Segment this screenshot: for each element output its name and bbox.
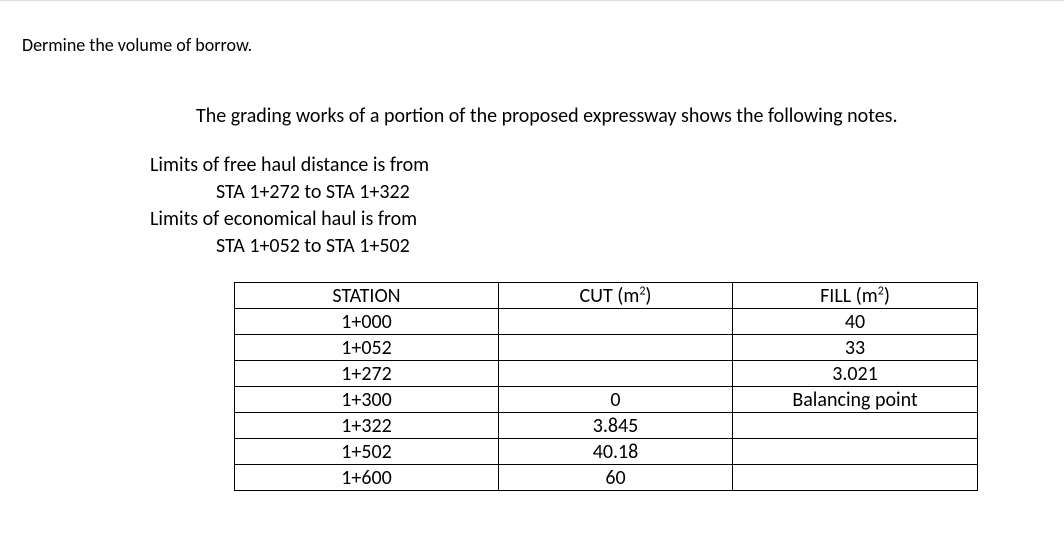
- table-row: 1+300 0 Balancing point: [235, 387, 978, 413]
- economical-haul-range: STA 1+052 to STA 1+502: [216, 233, 429, 260]
- haul-limits-block: Limits of free haul distance is from STA…: [150, 152, 429, 260]
- header-station: STATION: [235, 283, 499, 309]
- header-cut: CUT (m2): [499, 283, 733, 309]
- cell-fill: [733, 439, 978, 465]
- cell-station: 1+300: [235, 387, 499, 413]
- cell-fill: 3.021: [733, 361, 978, 387]
- cell-station: 1+000: [235, 309, 499, 335]
- cell-fill: 40: [733, 309, 978, 335]
- cell-cut: 40.18: [499, 439, 733, 465]
- header-fill-prefix: FILL (m: [820, 284, 878, 308]
- table-row: 1+502 40.18: [235, 439, 978, 465]
- grading-table: STATION CUT (m2) FILL (m2) 1+000 40 1+05…: [234, 282, 978, 491]
- page: Dermine the volume of borrow. The gradin…: [0, 0, 1064, 548]
- page-rule-top: [0, 0, 1064, 1]
- cell-station: 1+322: [235, 413, 499, 439]
- free-haul-range: STA 1+272 to STA 1+322: [216, 179, 429, 206]
- free-haul-label: Limits of free haul distance is from: [150, 152, 429, 179]
- cell-fill: Balancing point: [733, 387, 978, 413]
- cell-station: 1+272: [235, 361, 499, 387]
- cell-cut: [499, 335, 733, 361]
- cell-fill: [733, 465, 978, 491]
- economical-haul-label: Limits of economical haul is from: [150, 206, 429, 233]
- header-fill-suffix: ): [884, 284, 890, 308]
- cell-cut: [499, 361, 733, 387]
- table-row: 1+272 3.021: [235, 361, 978, 387]
- grading-table-wrap: STATION CUT (m2) FILL (m2) 1+000 40 1+05…: [234, 282, 978, 491]
- cell-fill: 33: [733, 335, 978, 361]
- table-row: 1+052 33: [235, 335, 978, 361]
- cell-station: 1+052: [235, 335, 499, 361]
- cell-cut: [499, 309, 733, 335]
- table-row: 1+322 3.845: [235, 413, 978, 439]
- cell-station: 1+502: [235, 439, 499, 465]
- header-cut-suffix: ): [645, 284, 651, 308]
- question-prompt: Dermine the volume of borrow.: [22, 34, 252, 56]
- cell-fill: [733, 413, 978, 439]
- table-row: 1+600 60: [235, 465, 978, 491]
- header-fill: FILL (m2): [733, 283, 978, 309]
- cell-cut: 60: [499, 465, 733, 491]
- intro-paragraph: The grading works of a portion of the pr…: [196, 104, 898, 128]
- cell-cut: 0: [499, 387, 733, 413]
- table-row: 1+000 40: [235, 309, 978, 335]
- cell-cut: 3.845: [499, 413, 733, 439]
- table-header-row: STATION CUT (m2) FILL (m2): [235, 283, 978, 309]
- header-cut-prefix: CUT (m: [580, 284, 640, 308]
- cell-station: 1+600: [235, 465, 499, 491]
